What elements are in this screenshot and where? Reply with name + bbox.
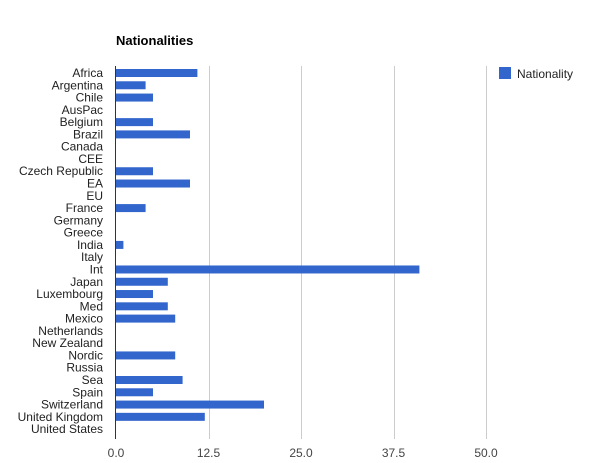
bar[interactable] [116, 130, 190, 139]
category-label: Africa [72, 66, 103, 80]
category-label: Japan [70, 275, 103, 289]
category-label: New Zealand [32, 336, 103, 350]
bar[interactable] [116, 81, 146, 90]
x-tick-label: 25.0 [289, 446, 313, 460]
category-label: United Kingdom [18, 410, 103, 424]
category-label: Switzerland [41, 398, 103, 412]
bar[interactable] [116, 167, 153, 176]
grid-lines [209, 66, 487, 439]
category-label: AusPac [62, 103, 103, 117]
bar[interactable] [116, 69, 198, 77]
category-label: Med [80, 299, 103, 313]
category-label: Chile [76, 91, 104, 105]
category-label: Nordic [68, 348, 103, 362]
category-label: Netherlands [38, 324, 103, 338]
bar[interactable] [116, 400, 264, 409]
category-label: Germany [54, 213, 103, 227]
x-tick-label: 0.0 [108, 446, 125, 460]
category-label: Luxembourg [36, 287, 103, 301]
bar[interactable] [116, 351, 176, 360]
chart-title: Nationalities [116, 33, 193, 48]
bar[interactable] [116, 93, 153, 102]
category-label: India [77, 238, 103, 252]
bar[interactable] [116, 240, 124, 249]
legend-label: Nationality [517, 67, 573, 81]
bar[interactable] [116, 412, 205, 421]
legend-swatch [499, 67, 511, 79]
category-label: Mexico [65, 312, 103, 326]
bar[interactable] [116, 290, 153, 299]
bar[interactable] [116, 314, 176, 323]
bar[interactable] [116, 179, 190, 188]
bar[interactable] [116, 265, 420, 274]
x-tick-label: 37.5 [382, 446, 406, 460]
category-label: Canada [61, 140, 103, 154]
category-label: Brazil [73, 127, 103, 141]
x-tick-label: 50.0 [474, 446, 498, 460]
bar[interactable] [116, 376, 183, 384]
bars [116, 69, 420, 421]
bar[interactable] [116, 388, 153, 397]
category-label: CEE [78, 152, 103, 166]
category-label: Russia [66, 361, 103, 375]
bar[interactable] [116, 277, 168, 286]
category-label: Sea [82, 373, 104, 387]
category-label: EU [86, 189, 103, 203]
category-label: Spain [72, 385, 103, 399]
category-label: France [66, 201, 104, 215]
x-axis-tick-labels: 0.0 12.5 25.0 37.5 50.0 [108, 446, 498, 460]
category-label: Greece [64, 226, 104, 240]
category-labels: AfricaArgentinaChileAusPacBelgiumBrazilC… [18, 66, 104, 436]
category-label: Int [90, 262, 104, 276]
bar[interactable] [116, 302, 168, 311]
category-label: United States [31, 422, 103, 436]
bar[interactable] [116, 118, 153, 127]
category-label: Czech Republic [19, 164, 103, 178]
legend[interactable]: Nationality [499, 67, 573, 81]
category-label: EA [87, 177, 103, 191]
x-tick-label: 12.5 [197, 446, 221, 460]
bar[interactable] [116, 204, 146, 213]
category-label: Italy [81, 250, 103, 264]
category-label: Belgium [60, 115, 103, 129]
category-label: Argentina [52, 78, 104, 92]
